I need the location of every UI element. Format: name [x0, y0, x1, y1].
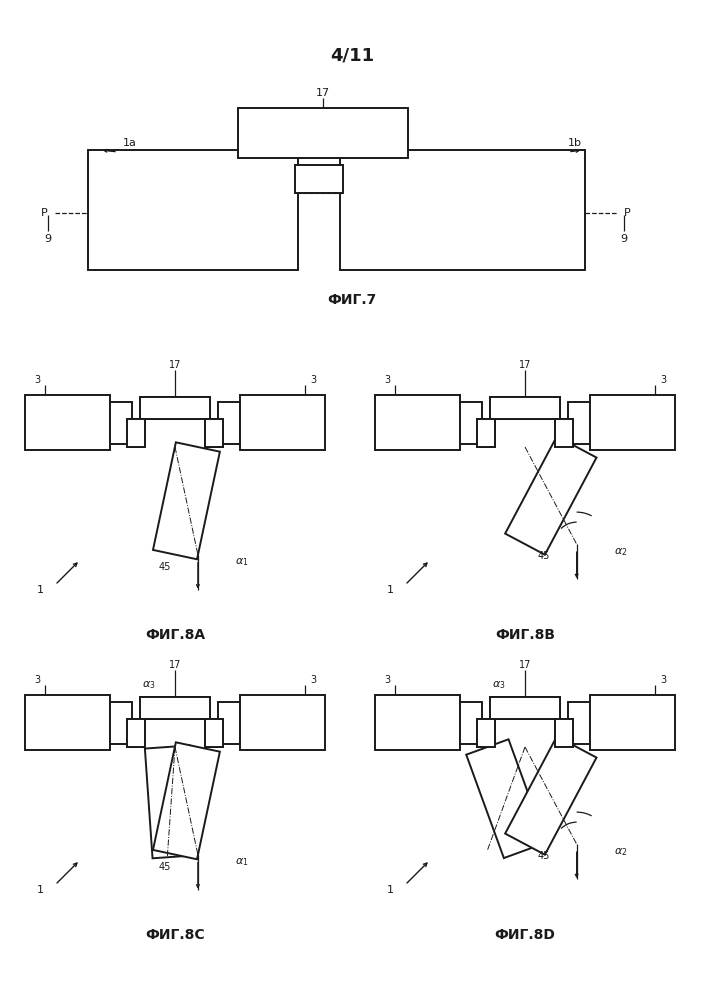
Bar: [555, 419, 573, 447]
Bar: [25, 395, 110, 450]
Text: $\alpha_1$: $\alpha_1$: [235, 556, 248, 568]
Text: ФИГ.8D: ФИГ.8D: [495, 928, 555, 942]
Text: 17: 17: [169, 660, 181, 670]
Bar: [340, 150, 585, 270]
Text: $\alpha_2$: $\alpha_2$: [614, 846, 627, 858]
Text: 17: 17: [519, 360, 531, 370]
Text: 45: 45: [537, 851, 550, 861]
Text: $\alpha_1$: $\alpha_1$: [235, 857, 248, 868]
Bar: [477, 419, 495, 447]
Bar: [490, 697, 560, 719]
Bar: [25, 695, 110, 750]
Text: ФИГ.8А: ФИГ.8А: [145, 628, 205, 642]
Bar: [140, 697, 210, 719]
Bar: [140, 397, 210, 419]
Text: 1b: 1b: [568, 138, 582, 148]
Text: 3: 3: [384, 375, 390, 385]
Bar: [127, 719, 145, 747]
Bar: [110, 702, 132, 744]
Bar: [240, 695, 325, 750]
Text: $\alpha_3$: $\alpha_3$: [492, 679, 505, 691]
Text: 3: 3: [660, 375, 666, 385]
Bar: [477, 719, 495, 747]
Bar: [460, 402, 482, 444]
Bar: [218, 702, 240, 744]
Text: 9: 9: [44, 234, 51, 244]
Text: $\alpha_3$: $\alpha_3$: [142, 679, 156, 691]
Text: $\alpha_2$: $\alpha_2$: [614, 546, 627, 558]
Text: 3: 3: [384, 675, 390, 685]
Text: P: P: [624, 208, 631, 218]
Text: 1: 1: [387, 585, 394, 595]
Bar: [555, 719, 573, 747]
Text: 45: 45: [537, 551, 550, 561]
Polygon shape: [153, 742, 220, 859]
Text: 17: 17: [519, 660, 531, 670]
Bar: [490, 397, 560, 419]
Text: 4/11: 4/11: [330, 46, 374, 64]
Polygon shape: [505, 437, 597, 554]
Bar: [88, 150, 298, 270]
Bar: [477, 419, 495, 447]
Bar: [205, 719, 223, 747]
Text: 17: 17: [169, 360, 181, 370]
Text: 9: 9: [621, 234, 628, 244]
Bar: [127, 719, 145, 747]
Text: 17: 17: [316, 88, 330, 98]
Text: 45: 45: [158, 561, 171, 571]
Bar: [460, 702, 482, 744]
Bar: [205, 719, 223, 747]
Bar: [568, 702, 590, 744]
Bar: [110, 402, 132, 444]
Text: 3: 3: [660, 675, 666, 685]
Polygon shape: [505, 736, 597, 855]
Polygon shape: [153, 443, 220, 559]
Bar: [555, 419, 573, 447]
Bar: [127, 419, 145, 447]
Text: P: P: [41, 208, 48, 218]
Text: ФИГ.8С: ФИГ.8С: [146, 928, 205, 942]
Bar: [140, 697, 210, 719]
Bar: [555, 719, 573, 747]
Bar: [477, 719, 495, 747]
Text: ФИГ.7: ФИГ.7: [328, 293, 377, 307]
Text: 3: 3: [34, 675, 40, 685]
Text: 3: 3: [310, 375, 316, 385]
Bar: [375, 695, 460, 750]
Text: ФИГ.8В: ФИГ.8В: [495, 628, 555, 642]
Bar: [140, 397, 210, 419]
Bar: [490, 697, 560, 719]
Text: 3: 3: [34, 375, 40, 385]
Text: 1a: 1a: [123, 138, 137, 148]
Text: 45: 45: [158, 861, 171, 871]
Bar: [590, 695, 675, 750]
Bar: [375, 395, 460, 450]
Bar: [205, 419, 223, 447]
Bar: [590, 395, 675, 450]
Bar: [218, 402, 240, 444]
Bar: [238, 108, 408, 158]
Polygon shape: [466, 739, 546, 858]
Bar: [568, 402, 590, 444]
Text: 1: 1: [387, 885, 394, 895]
Text: 1: 1: [37, 885, 44, 895]
Text: 1: 1: [37, 585, 44, 595]
Polygon shape: [145, 745, 198, 858]
Bar: [127, 419, 145, 447]
Bar: [205, 419, 223, 447]
Text: 3: 3: [310, 675, 316, 685]
Bar: [295, 165, 343, 193]
Bar: [240, 395, 325, 450]
Bar: [490, 397, 560, 419]
